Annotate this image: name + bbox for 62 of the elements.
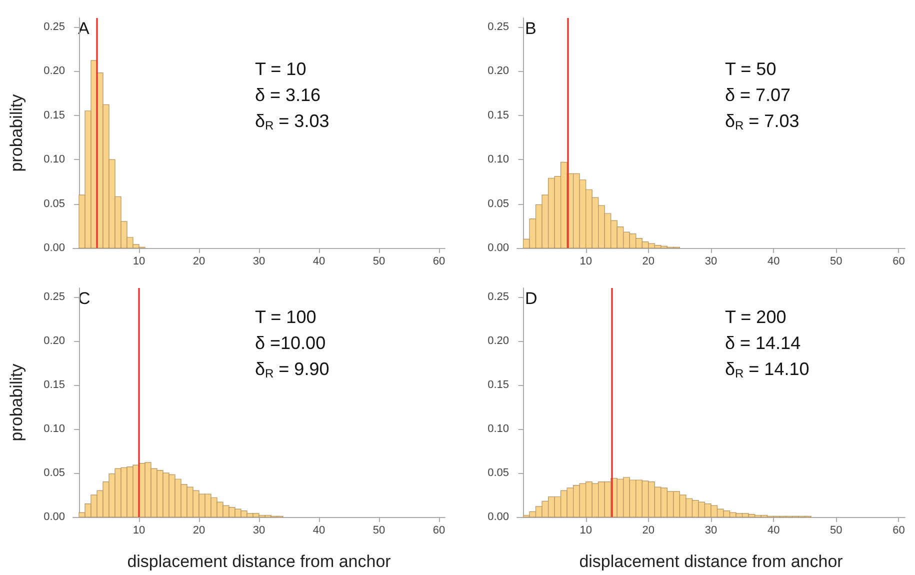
x-tick-label: 60	[432, 256, 446, 268]
y-tick-label: 0.05	[44, 466, 65, 479]
x-tick-label: 50	[830, 256, 842, 268]
y-tick-label: 0.15	[44, 378, 65, 391]
y-tick-label: 0.25	[488, 20, 509, 33]
y-tick-label: 0.10	[44, 154, 65, 166]
x-tick-label: 10	[580, 524, 592, 536]
x-tick-label: 40	[312, 524, 326, 536]
annotation: δ = 14.14	[725, 333, 801, 353]
x-tick-label: 30	[704, 524, 718, 536]
x-tick-label: 20	[642, 256, 655, 268]
y-axis-title: probability	[7, 94, 26, 172]
x-tick-label: 10	[580, 256, 592, 268]
y-tick-label: 0.20	[44, 334, 65, 347]
x-tick-label: 20	[192, 524, 206, 536]
annotation: T = 200	[725, 307, 786, 327]
y-tick-label: 0.25	[44, 290, 65, 303]
y-tick-label: 0.00	[488, 511, 509, 523]
x-tick-label: 40	[312, 256, 326, 268]
x-tick-label: 30	[704, 256, 718, 268]
annotation: T = 100	[255, 307, 316, 327]
annotation: δ = 3.16	[255, 85, 321, 105]
x-tick-label: 30	[252, 524, 266, 536]
y-tick-label: 0.00	[488, 242, 509, 254]
x-axis-title: displacement distance from anchor	[127, 552, 392, 571]
annotation: T = 50	[725, 59, 776, 79]
x-axis-title: displacement distance from anchor	[579, 552, 844, 571]
x-tick-label: 10	[132, 256, 146, 268]
x-tick-label: 60	[892, 524, 905, 536]
y-tick-label: 0.10	[488, 422, 509, 435]
chart-title: D	[525, 289, 538, 308]
y-tick-label: 0.25	[488, 290, 509, 303]
x-tick-label: 60	[892, 256, 905, 268]
y-tick-label: 0.10	[44, 422, 65, 435]
x-tick-label: 50	[372, 256, 386, 268]
y-tick-label: 0.15	[488, 109, 509, 122]
y-tick-label: 0.05	[44, 198, 65, 210]
x-tick-label: 20	[192, 256, 206, 268]
annotation: δ = 7.07	[725, 85, 791, 105]
y-tick-label: 0.00	[44, 511, 65, 523]
x-tick-label: 50	[830, 524, 842, 536]
x-tick-label: 40	[767, 524, 780, 536]
y-tick-label: 0.15	[488, 378, 509, 391]
y-tick-label: 0.20	[488, 334, 509, 347]
y-tick-label: 0.25	[44, 20, 65, 33]
x-tick-label: 20	[642, 524, 655, 536]
x-tick-label: 30	[252, 256, 266, 268]
x-tick-label: 60	[432, 524, 446, 536]
x-tick-label: 50	[372, 524, 386, 536]
y-tick-label: 0.05	[488, 198, 509, 210]
x-tick-label: 40	[767, 256, 780, 268]
y-tick-label: 0.00	[44, 242, 65, 254]
y-tick-label: 0.05	[488, 466, 509, 479]
y-tick-label: 0.20	[488, 65, 509, 78]
chart-title: B	[525, 19, 536, 38]
y-axis-title: probability	[7, 363, 26, 442]
annotation: T = 10	[255, 59, 306, 79]
annotation: δ =10.00	[255, 333, 326, 353]
y-tick-label: 0.20	[44, 65, 65, 78]
y-tick-label: 0.15	[44, 109, 65, 122]
y-tick-label: 0.10	[488, 154, 509, 166]
x-tick-label: 10	[132, 524, 146, 536]
